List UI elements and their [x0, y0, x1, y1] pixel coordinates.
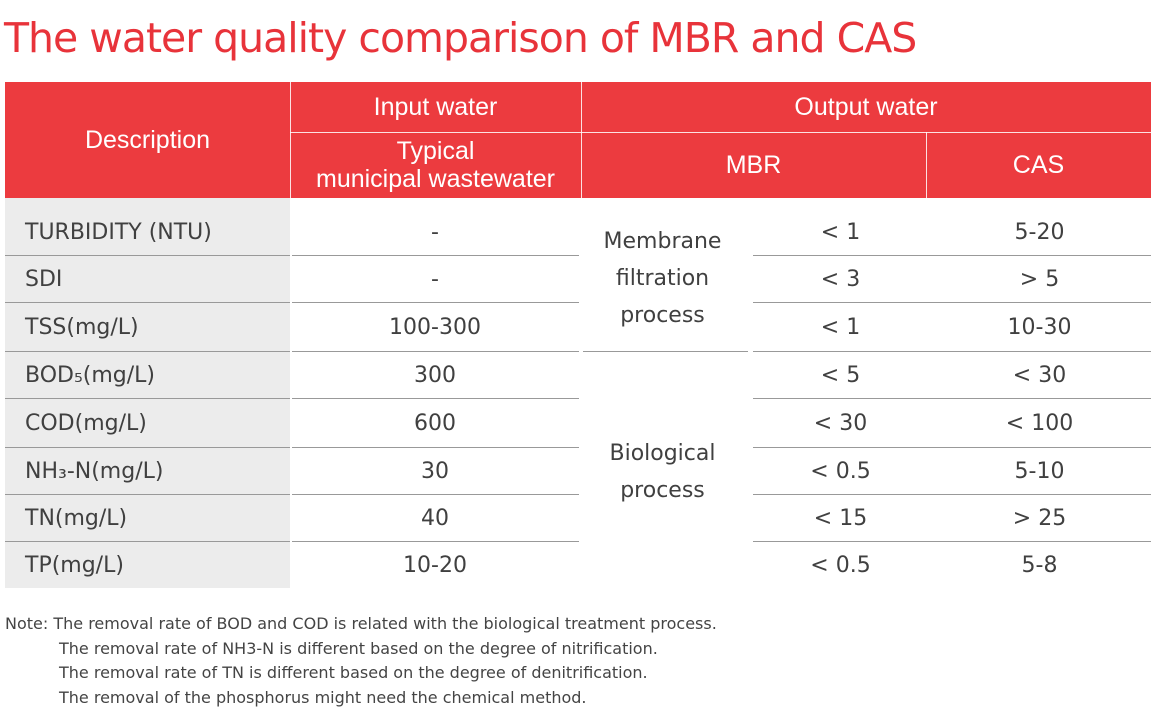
note-line: The removal of the phosphorus might need… — [59, 687, 587, 707]
row-divider — [5, 494, 290, 495]
row-divider — [292, 351, 579, 352]
group-biological-line1: Biological — [609, 441, 716, 466]
header-divider — [290, 132, 1151, 133]
row-cas: 10-30 — [1007, 314, 1072, 340]
header-input-water: Input water — [373, 93, 498, 121]
header-divider — [926, 132, 927, 198]
row-input: - — [431, 266, 439, 292]
group-membrane-line1: Membrane — [603, 229, 722, 254]
row-cas: 5-8 — [1021, 552, 1058, 578]
note-line: The removal rate of TN is different base… — [59, 663, 648, 682]
table-header: Description Input water Output water Typ… — [5, 82, 1151, 198]
header-output-water: Output water — [794, 93, 938, 121]
row-cas: > 25 — [1012, 505, 1067, 531]
row-input: 600 — [414, 410, 456, 436]
notes: Note: The removal rate of BOD and COD is… — [5, 612, 717, 710]
row-divider — [5, 447, 290, 448]
row-divider — [753, 398, 1151, 399]
header-cas: CAS — [1012, 151, 1065, 179]
row-input: 40 — [421, 505, 449, 531]
note-line: The removal rate of NH3-N is different b… — [59, 638, 658, 658]
group-biological-line2: process — [620, 478, 705, 503]
row-divider — [5, 541, 290, 542]
row-divider — [5, 351, 290, 352]
row-cas: 5-20 — [1014, 219, 1065, 245]
row-mbr: < 5 — [820, 362, 861, 388]
group-membrane-line2: filtration — [615, 266, 710, 291]
header-typical-line2: municipal wastewater — [316, 165, 555, 193]
row-mbr: < 0.5 — [810, 458, 871, 484]
row-description: TSS(mg/L) — [25, 314, 139, 340]
row-description: TP(mg/L) — [25, 552, 124, 578]
header-typical-line1: Typical — [396, 137, 475, 165]
row-divider — [5, 302, 290, 303]
group-divider — [583, 351, 748, 352]
row-mbr: < 1 — [820, 219, 861, 245]
group-membrane-label: Membrane filtration process — [580, 223, 745, 334]
row-cas: < 100 — [1005, 410, 1074, 436]
row-input: 100-300 — [389, 314, 481, 340]
row-mbr: < 1 — [820, 314, 861, 340]
row-divider — [753, 447, 1151, 448]
row-description: BOD₅(mg/L) — [25, 362, 156, 388]
row-divider — [753, 494, 1151, 495]
row-input: 300 — [414, 362, 456, 388]
page-title: The water quality comparison of MBR and … — [4, 14, 917, 62]
row-divider — [5, 255, 290, 256]
row-divider — [292, 255, 579, 256]
row-description: SDI — [25, 266, 63, 292]
row-input: - — [431, 219, 439, 245]
group-membrane-line3: process — [620, 303, 705, 328]
row-divider — [753, 351, 1151, 352]
row-cas: < 30 — [1012, 362, 1067, 388]
row-divider — [753, 302, 1151, 303]
header-divider — [290, 82, 291, 198]
header-typical: Typical municipal wastewater — [290, 132, 581, 198]
row-mbr: < 0.5 — [810, 552, 871, 578]
row-input: 10-20 — [403, 552, 467, 578]
row-description: TURBIDITY (NTU) — [25, 219, 212, 245]
group-biological-label: Biological process — [580, 435, 745, 509]
row-description: NH₃-N(mg/L) — [25, 458, 164, 484]
row-divider — [5, 398, 290, 399]
description-column-bg — [5, 198, 290, 588]
row-mbr: < 15 — [813, 505, 868, 531]
row-divider — [292, 302, 579, 303]
row-input: 30 — [421, 458, 449, 484]
header-mbr: MBR — [725, 151, 782, 179]
row-divider — [292, 541, 579, 542]
row-cas: 5-10 — [1014, 458, 1065, 484]
row-mbr: < 30 — [813, 410, 868, 436]
header-divider — [581, 82, 582, 198]
note-line: Note: The removal rate of BOD and COD is… — [5, 614, 717, 633]
row-divider — [753, 541, 1151, 542]
row-description: TN(mg/L) — [25, 505, 128, 531]
row-divider — [292, 494, 579, 495]
row-divider — [292, 398, 579, 399]
row-divider — [753, 255, 1151, 256]
header-description: Description — [84, 126, 211, 154]
row-divider — [292, 447, 579, 448]
row-mbr: < 3 — [820, 266, 861, 292]
row-description: COD(mg/L) — [25, 410, 147, 436]
row-cas: > 5 — [1019, 266, 1060, 292]
